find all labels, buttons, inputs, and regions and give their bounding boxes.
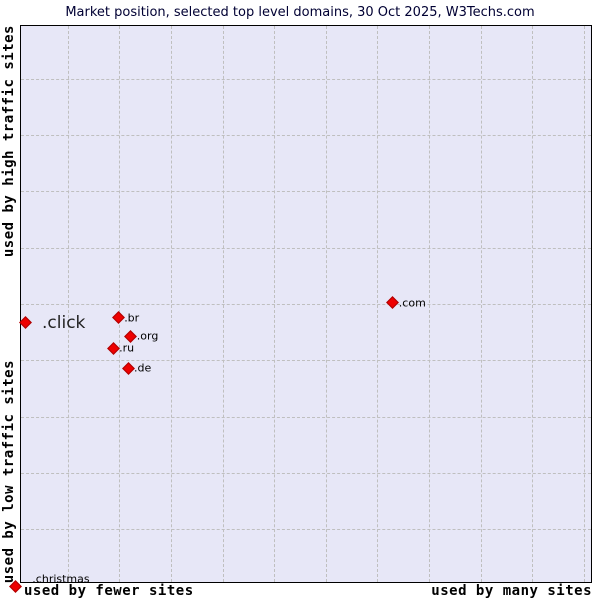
gridline-horizontal [21, 247, 591, 249]
data-point-label-christmas: .christmas [32, 572, 90, 586]
gridline-horizontal [21, 78, 591, 80]
plot-area: .com .br .org .ru .de .click .christmas [8, 25, 592, 594]
chart-title: Market position, selected top level doma… [65, 5, 535, 20]
data-point-label-click: .click [42, 312, 86, 333]
gridline-horizontal [21, 416, 591, 418]
y-axis-label-high-traffic: used by high traffic sites [1, 25, 17, 258]
data-point-label-org: .org [136, 329, 159, 343]
x-axis-label-fewer-sites: used by fewer sites [24, 583, 194, 599]
gridline-horizontal [21, 191, 591, 193]
x-axis-label-many-sites: used by many sites [431, 583, 592, 599]
data-point-marker-de [121, 361, 135, 375]
data-point-marker-click [18, 316, 32, 330]
data-point-label-de: .de [134, 361, 152, 375]
data-point-label-ru: .ru [119, 341, 135, 355]
gridline-horizontal [21, 472, 591, 474]
data-point-label-com: .com [398, 296, 426, 310]
y-axis-label-low-traffic: used by low traffic sites [1, 359, 17, 583]
gridline-horizontal [21, 135, 591, 136]
data-point-label-br: .br [124, 311, 140, 325]
data-point-marker-br [111, 311, 125, 325]
data-point-marker-ru [106, 341, 120, 355]
gridline-horizontal [21, 529, 591, 531]
data-point-marker-com [386, 296, 400, 310]
gridline-horizontal [21, 360, 591, 362]
gridline-horizontal [21, 303, 591, 305]
